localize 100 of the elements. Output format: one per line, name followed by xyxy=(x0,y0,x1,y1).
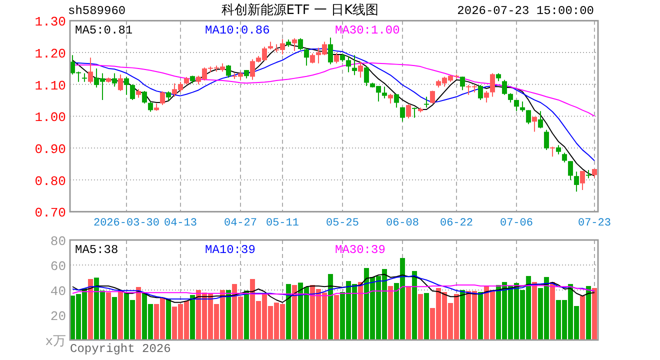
text: MA5:38 xyxy=(75,243,118,257)
candlestick xyxy=(568,160,573,181)
candlestick xyxy=(550,146,555,158)
bar xyxy=(358,282,363,340)
x-tick-label: 04-13 xyxy=(164,218,198,230)
candlestick xyxy=(292,38,297,52)
text: 2026-07-23 15:00:00 xyxy=(457,4,594,18)
x-tick-label: 07-23 xyxy=(578,218,612,230)
bar xyxy=(550,282,555,340)
series-label: MA5:0.81 xyxy=(75,24,133,38)
bar xyxy=(190,295,195,340)
bar xyxy=(118,290,123,340)
y-tick-label: 1.00 xyxy=(34,110,66,126)
bar xyxy=(412,271,417,340)
candlestick xyxy=(358,61,363,78)
candlestick xyxy=(460,76,465,91)
candlestick xyxy=(478,84,483,100)
candlestick xyxy=(112,72,117,88)
bar xyxy=(460,290,465,340)
candlestick xyxy=(166,90,171,102)
bar xyxy=(112,297,117,340)
y-tick-label: 60 xyxy=(50,259,66,274)
bar xyxy=(166,299,171,340)
text: MA10:0.86 xyxy=(205,24,270,38)
candlestick xyxy=(556,144,561,155)
x-tick-label: 2026-03-30 xyxy=(93,218,160,230)
y-tick-label: 40 xyxy=(50,284,66,299)
candlestick xyxy=(484,90,489,104)
x-tick-label: 05-25 xyxy=(326,218,360,230)
candlestick xyxy=(82,72,87,82)
bar xyxy=(292,285,297,340)
candlestick xyxy=(508,92,513,104)
y-tick-label: 0.90 xyxy=(34,142,66,158)
candlestick xyxy=(88,57,93,84)
bar xyxy=(244,290,249,340)
bar xyxy=(88,279,93,340)
chart-title: 科创新能源ETF 一 日K线图 xyxy=(221,3,379,18)
candlestick xyxy=(424,96,429,108)
candlestick xyxy=(586,170,591,179)
bar xyxy=(592,288,597,340)
x-tick-label: 07-06 xyxy=(500,218,534,230)
candlestick xyxy=(328,37,333,65)
y-tick-label: x万 xyxy=(45,334,66,349)
x-tick-label: 06-08 xyxy=(386,218,420,230)
candlestick xyxy=(562,152,567,163)
bar xyxy=(424,293,429,340)
y-tick-label: 1.10 xyxy=(34,78,66,94)
text: MA10:39 xyxy=(205,243,256,257)
x-tick-label: 04-27 xyxy=(224,218,258,230)
candlestick xyxy=(334,52,339,64)
text: sh589960 xyxy=(68,4,126,18)
candlestick xyxy=(388,93,393,104)
candlestick xyxy=(352,54,357,76)
y-tick-label: 1.30 xyxy=(34,14,66,30)
bar xyxy=(106,292,111,340)
text: Copyright 2026 xyxy=(70,342,171,356)
candlestick xyxy=(532,116,537,132)
candlestick xyxy=(538,110,543,129)
candlestick xyxy=(118,74,123,92)
x-tick-label: 06-22 xyxy=(440,218,474,230)
candlestick xyxy=(502,79,507,96)
candlestick xyxy=(430,90,435,104)
candlestick xyxy=(148,101,153,112)
candlestick xyxy=(394,94,399,108)
candlestick xyxy=(412,107,417,118)
bar xyxy=(580,296,585,340)
text: MA30:39 xyxy=(335,243,386,257)
candlestick xyxy=(400,106,405,122)
bar xyxy=(136,287,141,340)
y-tick-label: 80 xyxy=(50,234,66,249)
x-tick-label: 05-11 xyxy=(266,218,300,230)
candlestick xyxy=(382,86,387,99)
text: MA30:1.00 xyxy=(335,24,400,38)
candlestick xyxy=(364,66,369,86)
bar xyxy=(406,286,411,340)
candlestick xyxy=(124,76,129,96)
line-series xyxy=(72,284,595,296)
candlestick xyxy=(130,84,135,100)
bar xyxy=(532,282,537,340)
candlestick xyxy=(580,170,585,191)
bar xyxy=(586,286,591,340)
candlestick xyxy=(304,48,309,66)
candlestick xyxy=(490,72,495,98)
candlestick xyxy=(226,64,231,78)
bar xyxy=(226,290,231,340)
candlestick xyxy=(406,104,411,119)
candlestick xyxy=(142,90,147,104)
candlestick xyxy=(346,56,351,73)
candlestick xyxy=(160,90,165,106)
y-tick-label: 0.70 xyxy=(34,206,66,221)
candlestick xyxy=(544,129,549,150)
bar xyxy=(328,274,333,340)
bar xyxy=(418,294,423,340)
candlestick xyxy=(298,38,303,50)
candlestick xyxy=(310,52,315,64)
candlestick xyxy=(574,171,579,192)
bar xyxy=(286,284,291,340)
bar xyxy=(478,292,483,340)
candlestick xyxy=(526,110,531,125)
y-tick-label: 1.20 xyxy=(34,46,66,62)
